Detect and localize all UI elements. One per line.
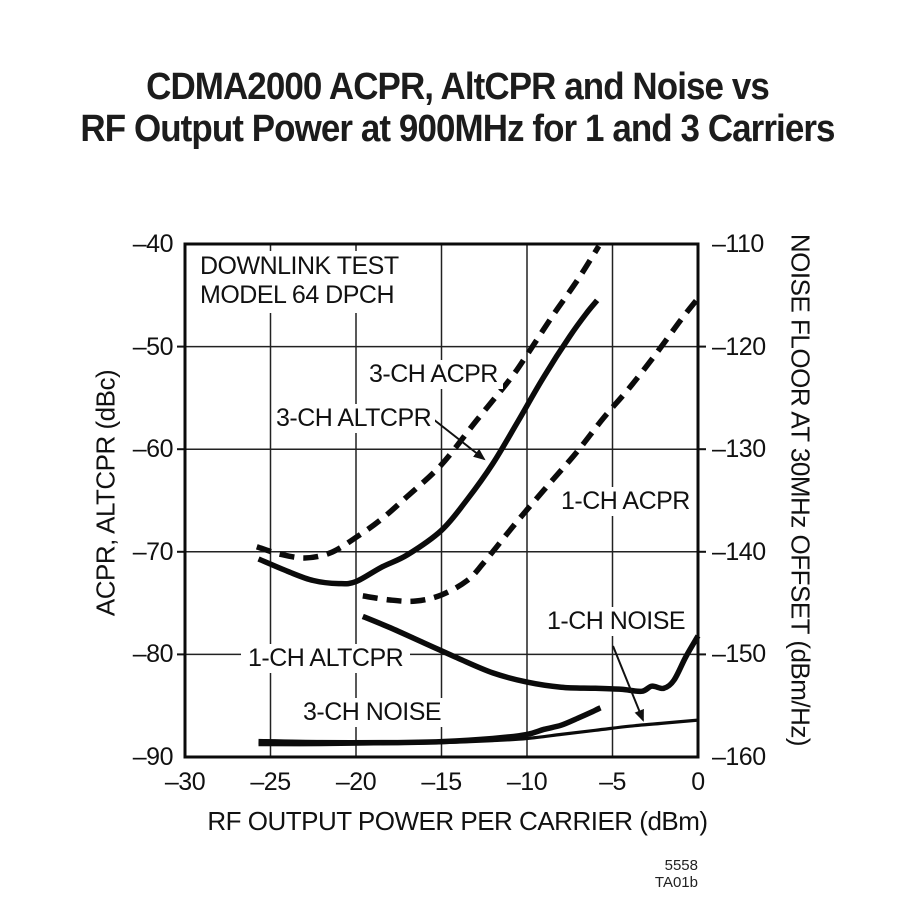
y-tick-label-left: –60 xyxy=(132,435,174,464)
x-tick-label: –20 xyxy=(335,768,377,796)
y-tick-label-left: –50 xyxy=(132,332,174,361)
y-tick-label-left: –80 xyxy=(132,640,174,669)
curve-label-3ch-noise: 3-CH NOISE xyxy=(298,698,447,727)
curve-label-1ch-noise: 1-CH NOISE xyxy=(542,607,691,636)
y-axis-title-left: ACPR, ALTCPR (dBc) xyxy=(90,369,121,617)
chart-title-line1: CDMA2000 ACPR, AltCPR and Noise vs xyxy=(146,66,770,108)
test-condition-note: DOWNLINK TEST MODEL 64 DPCH xyxy=(198,251,407,313)
y-tick-label-right: –150 xyxy=(712,640,766,669)
chart-title-line2: RF Output Power at 900MHz for 1 and 3 Ca… xyxy=(80,108,835,150)
x-axis-title: RF OUTPUT POWER PER CARRIER (dBm) xyxy=(207,806,708,836)
curve-3-ch-altcpr xyxy=(257,298,600,587)
x-tick-label: –5 xyxy=(599,768,626,796)
y-tick-label-left: –70 xyxy=(132,537,174,566)
y-tick-label-left: –90 xyxy=(132,743,174,771)
x-tick-label: –15 xyxy=(421,768,462,796)
y-tick-label-right: –160 xyxy=(712,743,766,771)
y-tick-label-right: –130 xyxy=(712,435,766,464)
curve-label-3ch-altcpr: 3-CH ALTCPR xyxy=(272,404,436,433)
x-tick-label: –10 xyxy=(506,768,548,796)
curve-label-1ch-altcpr: 1-CH ALTCPR xyxy=(241,644,411,673)
curve-label-1ch-acpr: 1-CH ACPR xyxy=(556,487,695,516)
note-line-1: DOWNLINK TEST xyxy=(200,252,399,280)
y-tick-label-right: –120 xyxy=(712,332,766,361)
curve-1-ch-altcpr xyxy=(361,613,701,695)
y-tick-label-left: –40 xyxy=(132,230,174,258)
annotation-arrows xyxy=(432,418,644,722)
arrow-3ch-altcpr xyxy=(432,418,486,461)
curve-3-ch-noise xyxy=(258,705,602,746)
x-tick-label: 0 xyxy=(691,768,705,796)
plot-border xyxy=(183,242,700,759)
curve-label-3ch-acpr: 3-CH ACPR xyxy=(364,360,503,389)
x-tick-label: –25 xyxy=(250,768,291,796)
figure-code: 5558 TA01b xyxy=(654,857,698,891)
x-tick-label: –30 xyxy=(164,768,206,796)
arrow-1ch-noise xyxy=(612,645,644,722)
curve-3-ch-acpr xyxy=(255,244,602,561)
curves-group xyxy=(255,244,701,747)
note-line-2: MODEL 64 DPCH xyxy=(200,281,395,309)
y-tick-label-right: –140 xyxy=(712,537,766,566)
y-tick-label-right: –110 xyxy=(712,230,764,258)
curve-1-ch-acpr xyxy=(362,296,701,605)
